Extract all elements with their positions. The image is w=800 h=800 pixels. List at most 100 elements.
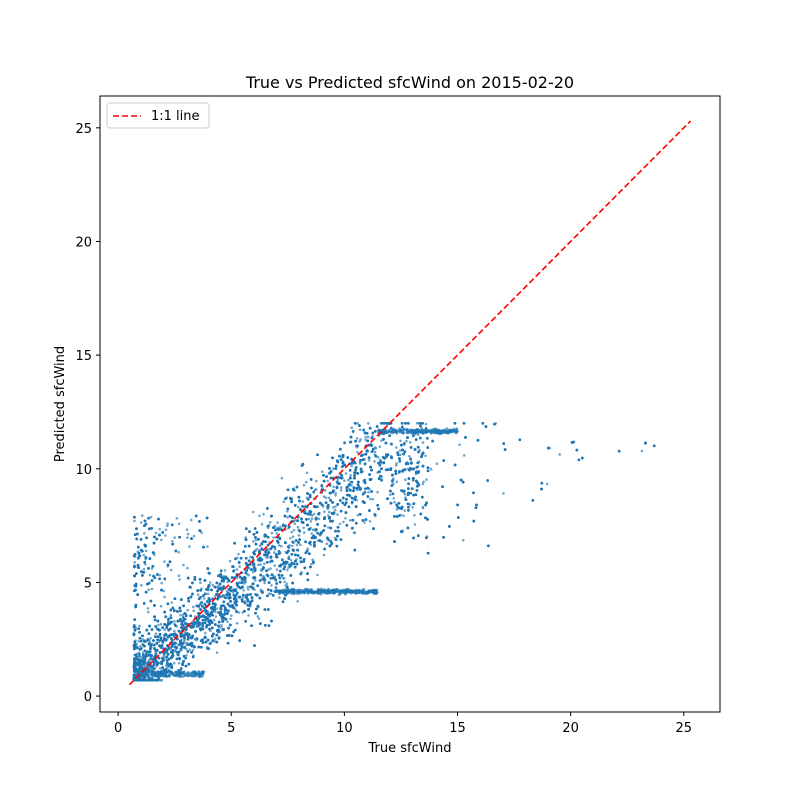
scatter-point — [325, 542, 329, 545]
scatter-point — [256, 615, 260, 618]
scatter-point — [164, 534, 167, 537]
scatter-point — [286, 568, 289, 572]
scatter-point — [177, 661, 181, 665]
scatter-point — [429, 467, 433, 471]
scatter-points — [132, 422, 656, 682]
scatter-point — [176, 643, 180, 647]
scatter-point — [139, 521, 143, 524]
scatter-point — [142, 553, 146, 557]
scatter-point — [230, 614, 233, 617]
scatter-point — [339, 486, 343, 489]
scatter-point — [315, 479, 318, 483]
scatter-point — [323, 510, 326, 513]
scatter-point — [199, 581, 202, 584]
scatter-point — [310, 562, 313, 566]
scatter-point — [177, 550, 180, 554]
scatter-point — [273, 564, 277, 567]
scatter-point — [163, 560, 166, 563]
scatter-point — [302, 526, 306, 530]
scatter-point — [424, 454, 427, 458]
scatter-point — [247, 588, 250, 591]
scatter-point — [257, 563, 260, 566]
scatter-point — [148, 573, 152, 577]
scatter-point — [209, 581, 212, 584]
scatter-point — [173, 536, 176, 539]
scatter-point — [286, 510, 289, 513]
scatter-point — [247, 573, 250, 577]
scatter-point — [276, 521, 280, 524]
scatter-point — [403, 509, 407, 512]
scatter-point — [259, 563, 262, 566]
scatter-point — [311, 514, 314, 517]
scatter-point — [191, 648, 195, 652]
scatter-point — [640, 449, 644, 453]
scatter-point — [164, 528, 168, 532]
scatter-point — [322, 553, 326, 557]
scatter-point — [350, 464, 353, 468]
scatter-point — [170, 601, 174, 604]
scatter-point — [149, 515, 153, 519]
scatter-point — [418, 448, 422, 452]
scatter-point — [160, 538, 163, 542]
scatter-point — [393, 500, 396, 504]
scatter-point — [356, 451, 359, 454]
scatter-point — [299, 543, 302, 547]
scatter-point — [283, 577, 286, 580]
scatter-point — [290, 530, 294, 534]
scatter-point — [213, 594, 217, 598]
scatter-point — [173, 629, 176, 633]
scatter-point — [183, 638, 186, 642]
scatter-point — [275, 532, 279, 535]
scatter-point — [190, 518, 193, 522]
scatter-point — [458, 443, 461, 447]
scatter-point — [424, 422, 428, 426]
scatter-point — [358, 428, 362, 432]
scatter-point — [302, 531, 306, 534]
scatter-point — [333, 508, 337, 512]
scatter-point — [137, 651, 141, 655]
scatter-point — [310, 532, 314, 535]
scatter-point — [154, 632, 158, 635]
scatter-point — [241, 611, 244, 614]
scatter-point — [332, 467, 335, 471]
scatter-point — [413, 514, 416, 517]
scatter-point — [422, 480, 425, 484]
scatter-point — [154, 531, 158, 535]
scatter-point — [405, 439, 408, 443]
scatter-point — [421, 505, 425, 509]
scatter-point — [163, 628, 167, 631]
scatter-point — [146, 607, 150, 610]
scatter-point — [220, 623, 223, 627]
scatter-point — [404, 496, 407, 499]
scatter-point — [348, 519, 352, 522]
scatter-point — [316, 573, 319, 577]
scatter-point — [311, 558, 315, 561]
scatter-point — [380, 439, 383, 443]
scatter-point — [296, 600, 300, 603]
scatter-point — [229, 617, 232, 621]
scatter-point — [171, 540, 174, 543]
scatter-point — [242, 589, 245, 592]
scatter-point — [177, 574, 181, 578]
scatter-point — [376, 455, 380, 459]
scatter-point — [162, 654, 166, 658]
scatter-point — [275, 568, 279, 571]
scatter-point — [316, 539, 320, 542]
scatter-point — [237, 552, 240, 556]
scatter-point — [326, 514, 330, 517]
scatter-point — [408, 441, 412, 444]
scatter-point — [292, 529, 296, 532]
scatter-point — [133, 519, 136, 523]
scatter-point — [267, 568, 270, 571]
scatter-point — [334, 493, 337, 497]
scatter-point — [355, 437, 359, 440]
scatter-point — [177, 522, 181, 526]
scatter-point — [327, 526, 330, 529]
scatter-point — [186, 536, 189, 539]
scatter-point — [411, 506, 414, 509]
scatter-point — [350, 484, 353, 487]
scatter-point — [359, 438, 362, 441]
scatter-point — [336, 513, 339, 516]
scatter-point — [212, 618, 216, 622]
scatter-point — [324, 496, 328, 500]
